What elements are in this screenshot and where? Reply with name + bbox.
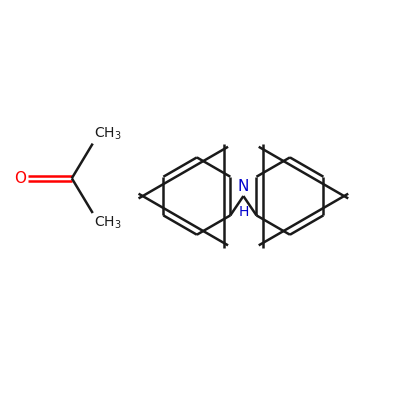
Text: N: N <box>238 179 249 194</box>
Text: CH$_3$: CH$_3$ <box>94 126 122 142</box>
Text: CH$_3$: CH$_3$ <box>94 214 122 230</box>
Text: H: H <box>238 205 248 219</box>
Text: O: O <box>14 171 26 186</box>
